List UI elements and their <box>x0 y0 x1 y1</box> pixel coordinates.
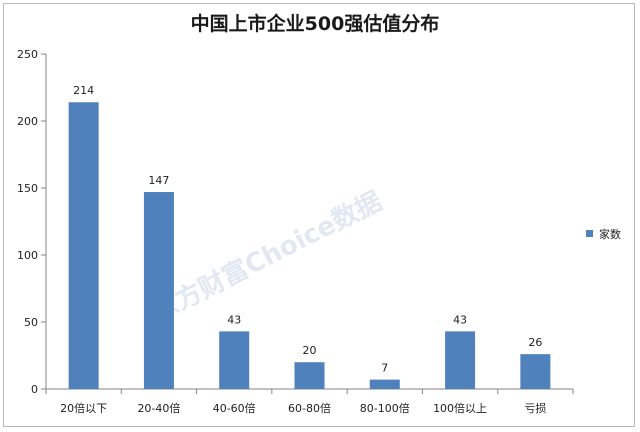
y-tick-label: 0 <box>31 383 38 396</box>
chart-title: 中国上市企业500强估值分布 <box>191 12 440 35</box>
x-tick-label: 20倍以下 <box>60 401 107 415</box>
legend: 家数 <box>586 227 621 241</box>
bar <box>68 102 99 390</box>
y-tick-label: 150 <box>17 182 38 195</box>
x-tick-label: 亏损 <box>524 401 546 415</box>
watermark: 东方财富Choice数据 <box>147 186 387 329</box>
bar <box>294 362 325 389</box>
y-tick-label: 100 <box>17 249 38 262</box>
x-tick-label: 60-80倍 <box>288 401 331 415</box>
x-tick-label: 100倍以上 <box>433 401 487 415</box>
data-label: 147 <box>148 174 169 187</box>
bar <box>445 331 476 389</box>
data-label: 43 <box>453 313 467 326</box>
x-axis: 20倍以下 20-40倍 40-60倍 60-80倍 80-100倍 100倍以上 亏损 <box>45 388 574 415</box>
legend-swatch-jiashu <box>586 230 593 237</box>
y-tick-label: 250 <box>17 48 38 61</box>
data-label: 20 <box>303 344 317 357</box>
x-tick-label: 40-60倍 <box>213 401 256 415</box>
data-label: 214 <box>73 84 94 97</box>
data-label: 7 <box>381 362 388 375</box>
legend-label-jiashu: 家数 <box>599 227 621 241</box>
x-tick-label: 20-40倍 <box>137 401 180 415</box>
bar <box>520 354 551 389</box>
bar <box>219 331 250 389</box>
bar <box>143 192 174 389</box>
bar <box>369 379 400 389</box>
bar-series: 214 147 43 20 7 43 26 <box>68 84 551 390</box>
x-tick-label: 80-100倍 <box>360 401 410 415</box>
y-axis: 0 50 100 150 200 250 <box>17 48 47 396</box>
data-label: 43 <box>227 313 241 326</box>
y-tick-label: 200 <box>17 115 38 128</box>
y-tick-label: 50 <box>24 316 38 329</box>
data-label: 26 <box>528 336 542 349</box>
